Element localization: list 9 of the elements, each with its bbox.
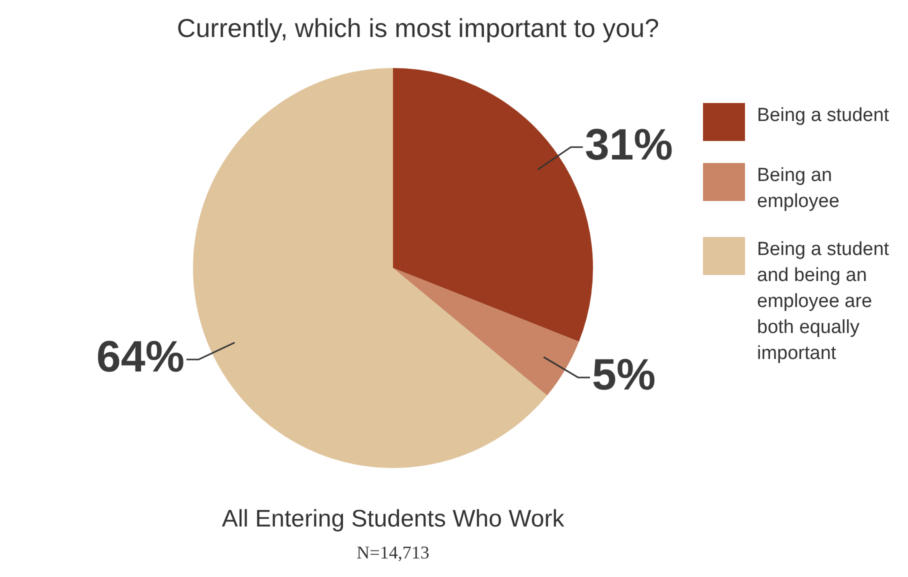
data-label: 5%	[592, 350, 656, 400]
text: All Entering Students Who Work	[222, 506, 566, 533]
chart-title: Currently, which is most important to you?	[176, 13, 660, 44]
data-label: 64%	[96, 332, 184, 382]
text: N=14,713	[356, 542, 430, 563]
legend-label: Being a student	[757, 104, 890, 128]
legend-label: Being a student and being an employee are both equally important	[757, 238, 890, 366]
data-label: 31%	[584, 120, 673, 170]
legend-label: Being an employee	[757, 164, 840, 214]
